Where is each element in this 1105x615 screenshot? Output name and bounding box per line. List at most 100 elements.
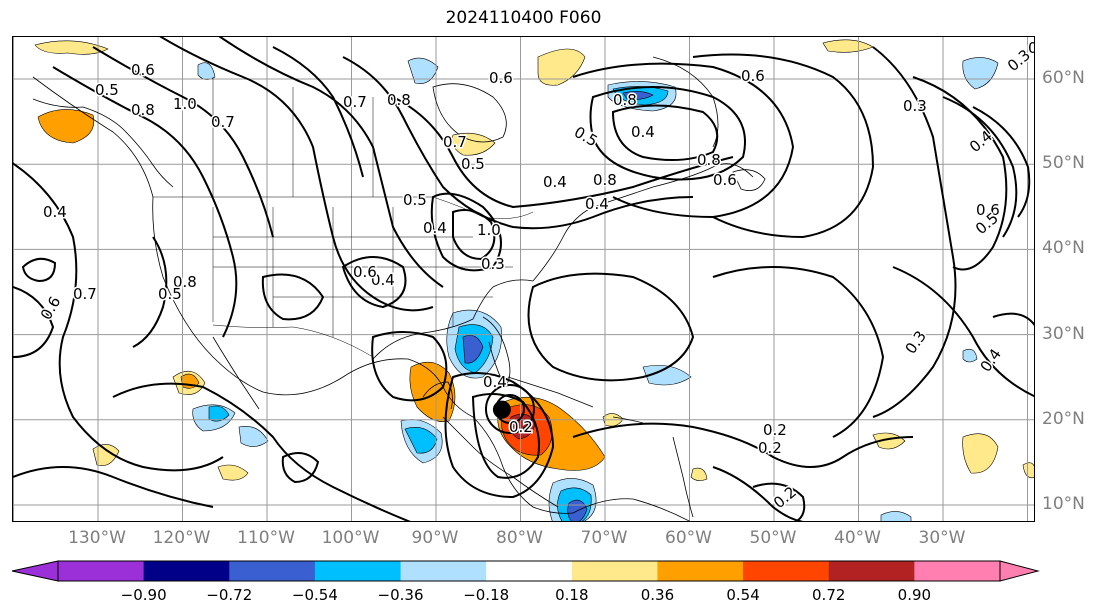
contour-line xyxy=(52,66,238,338)
contour-line xyxy=(392,96,734,209)
contour-label: 0.8 xyxy=(697,151,721,169)
contour-line xyxy=(872,46,957,418)
colorbar xyxy=(11,560,1040,582)
colorbar-tick-label: 0.72 xyxy=(812,586,846,604)
contour-line xyxy=(611,104,719,161)
contour-line xyxy=(261,273,325,321)
contour-line xyxy=(752,482,806,521)
contour-label: 0.7 xyxy=(73,285,97,303)
shade-negative-light xyxy=(407,57,439,84)
longitude-label: 80°W xyxy=(496,528,543,548)
contour-line xyxy=(132,236,168,348)
colorbar-segment xyxy=(743,561,830,581)
contour-line xyxy=(281,452,320,484)
colorbar-segment xyxy=(828,561,915,581)
contour-label: 1.0 xyxy=(477,221,501,239)
contour-line xyxy=(471,392,540,479)
contour-line xyxy=(892,266,1034,398)
contour-label: 1.0 xyxy=(173,95,197,113)
storm-center-marker xyxy=(492,400,511,419)
newfoundland xyxy=(732,169,766,192)
longitude-label: 130°W xyxy=(68,528,126,548)
shaded-anomalies xyxy=(34,39,1034,521)
contour-line xyxy=(159,37,434,312)
longitude-label: 90°W xyxy=(411,528,459,548)
longitude-label: 60°W xyxy=(665,528,712,548)
shade-negative-medium xyxy=(404,427,438,454)
lesser-antilles xyxy=(672,436,694,518)
colorbar-tick-label: 0.90 xyxy=(897,586,932,604)
contour-label: 0.4 xyxy=(585,195,609,213)
longitude-label: 40°W xyxy=(834,528,881,548)
contour-label: 0.3 xyxy=(903,97,927,115)
colorbar-segment xyxy=(400,561,487,581)
contour-label: 0.6 xyxy=(489,69,513,87)
shade-negative-light xyxy=(642,365,692,386)
shade-negative-strong xyxy=(622,91,654,100)
contour-line xyxy=(272,46,364,178)
contour-label: 0.6 xyxy=(976,201,1000,219)
colorbar-segment xyxy=(229,561,316,581)
shade-negative-medium xyxy=(208,405,230,422)
colorbar-frame xyxy=(57,560,1001,582)
contour-label: 0.6 xyxy=(353,263,377,281)
contour-line xyxy=(589,86,746,181)
florida xyxy=(482,316,511,388)
colorbar-tick-label: 0.54 xyxy=(726,586,760,604)
contour-line xyxy=(692,53,875,239)
alaska-coast xyxy=(32,98,174,188)
latitude-label: 20°N xyxy=(1042,408,1085,429)
contour-line xyxy=(485,384,535,434)
contour-label: 0.5 xyxy=(461,155,485,173)
latitude-label: 10°N xyxy=(1042,494,1085,514)
colorbar-segment xyxy=(571,561,658,581)
map-canvas: 0.50.60.8 1.00.70.80.60.50.80.40.60.80.60… xyxy=(13,37,1034,521)
contour-label: 0.3 xyxy=(902,327,930,357)
contour-label: 0.2 xyxy=(758,439,782,457)
longitude-label: 50°W xyxy=(749,528,797,548)
contour-label: 0.7 xyxy=(343,93,367,111)
contour-label: 0.2 xyxy=(509,418,533,436)
us-canada-border xyxy=(153,196,534,219)
contour-label: 0.4 xyxy=(631,123,655,141)
yucatan xyxy=(422,381,453,410)
cuba xyxy=(507,376,594,408)
shade-negative-light xyxy=(962,348,978,363)
colorbar-tick-label: −0.36 xyxy=(377,586,424,604)
shade-positive-light xyxy=(822,39,874,53)
baja-california xyxy=(212,336,260,410)
contour-label: 0.5 xyxy=(158,285,182,303)
contour-label: 0.6 xyxy=(37,293,65,323)
contour-label: 0.6 xyxy=(713,171,737,189)
longitude-label: 100°W xyxy=(321,528,380,548)
shade-positive-medium xyxy=(409,361,456,422)
contour-line xyxy=(912,76,1008,271)
shade-negative-light xyxy=(197,62,216,80)
contour-label: 0.7 xyxy=(443,133,467,151)
contour-label: 0.6 xyxy=(131,61,155,79)
shade-negative-light xyxy=(238,426,269,447)
latitude-label: 50°N xyxy=(1042,153,1085,174)
shade-positive-light xyxy=(690,467,708,481)
colorbar-segment xyxy=(657,561,744,581)
contour-line xyxy=(572,62,795,219)
longitude-label: 70°W xyxy=(580,528,628,548)
contour-line xyxy=(341,256,407,309)
contour-line xyxy=(572,422,914,468)
gulf-coast xyxy=(372,279,534,360)
shade-positive-light xyxy=(962,433,999,474)
contour-label: 0.2 xyxy=(763,421,787,439)
south-america-north xyxy=(572,498,691,521)
contour-label: 0.4 xyxy=(371,271,395,289)
contour-line xyxy=(112,382,411,521)
contour-label: 0.8 xyxy=(131,101,155,119)
colorbar-extend-min xyxy=(11,560,59,582)
colorbar-segment xyxy=(486,561,573,581)
central-america xyxy=(442,416,559,508)
shade-positive-light xyxy=(34,40,109,55)
contour-line xyxy=(444,372,555,499)
hudson-bay xyxy=(432,83,507,143)
contour-label: 0.3 xyxy=(481,255,505,273)
contour-label: 0.4 xyxy=(543,173,567,191)
colorbar-tick-label: −0.54 xyxy=(291,586,338,604)
